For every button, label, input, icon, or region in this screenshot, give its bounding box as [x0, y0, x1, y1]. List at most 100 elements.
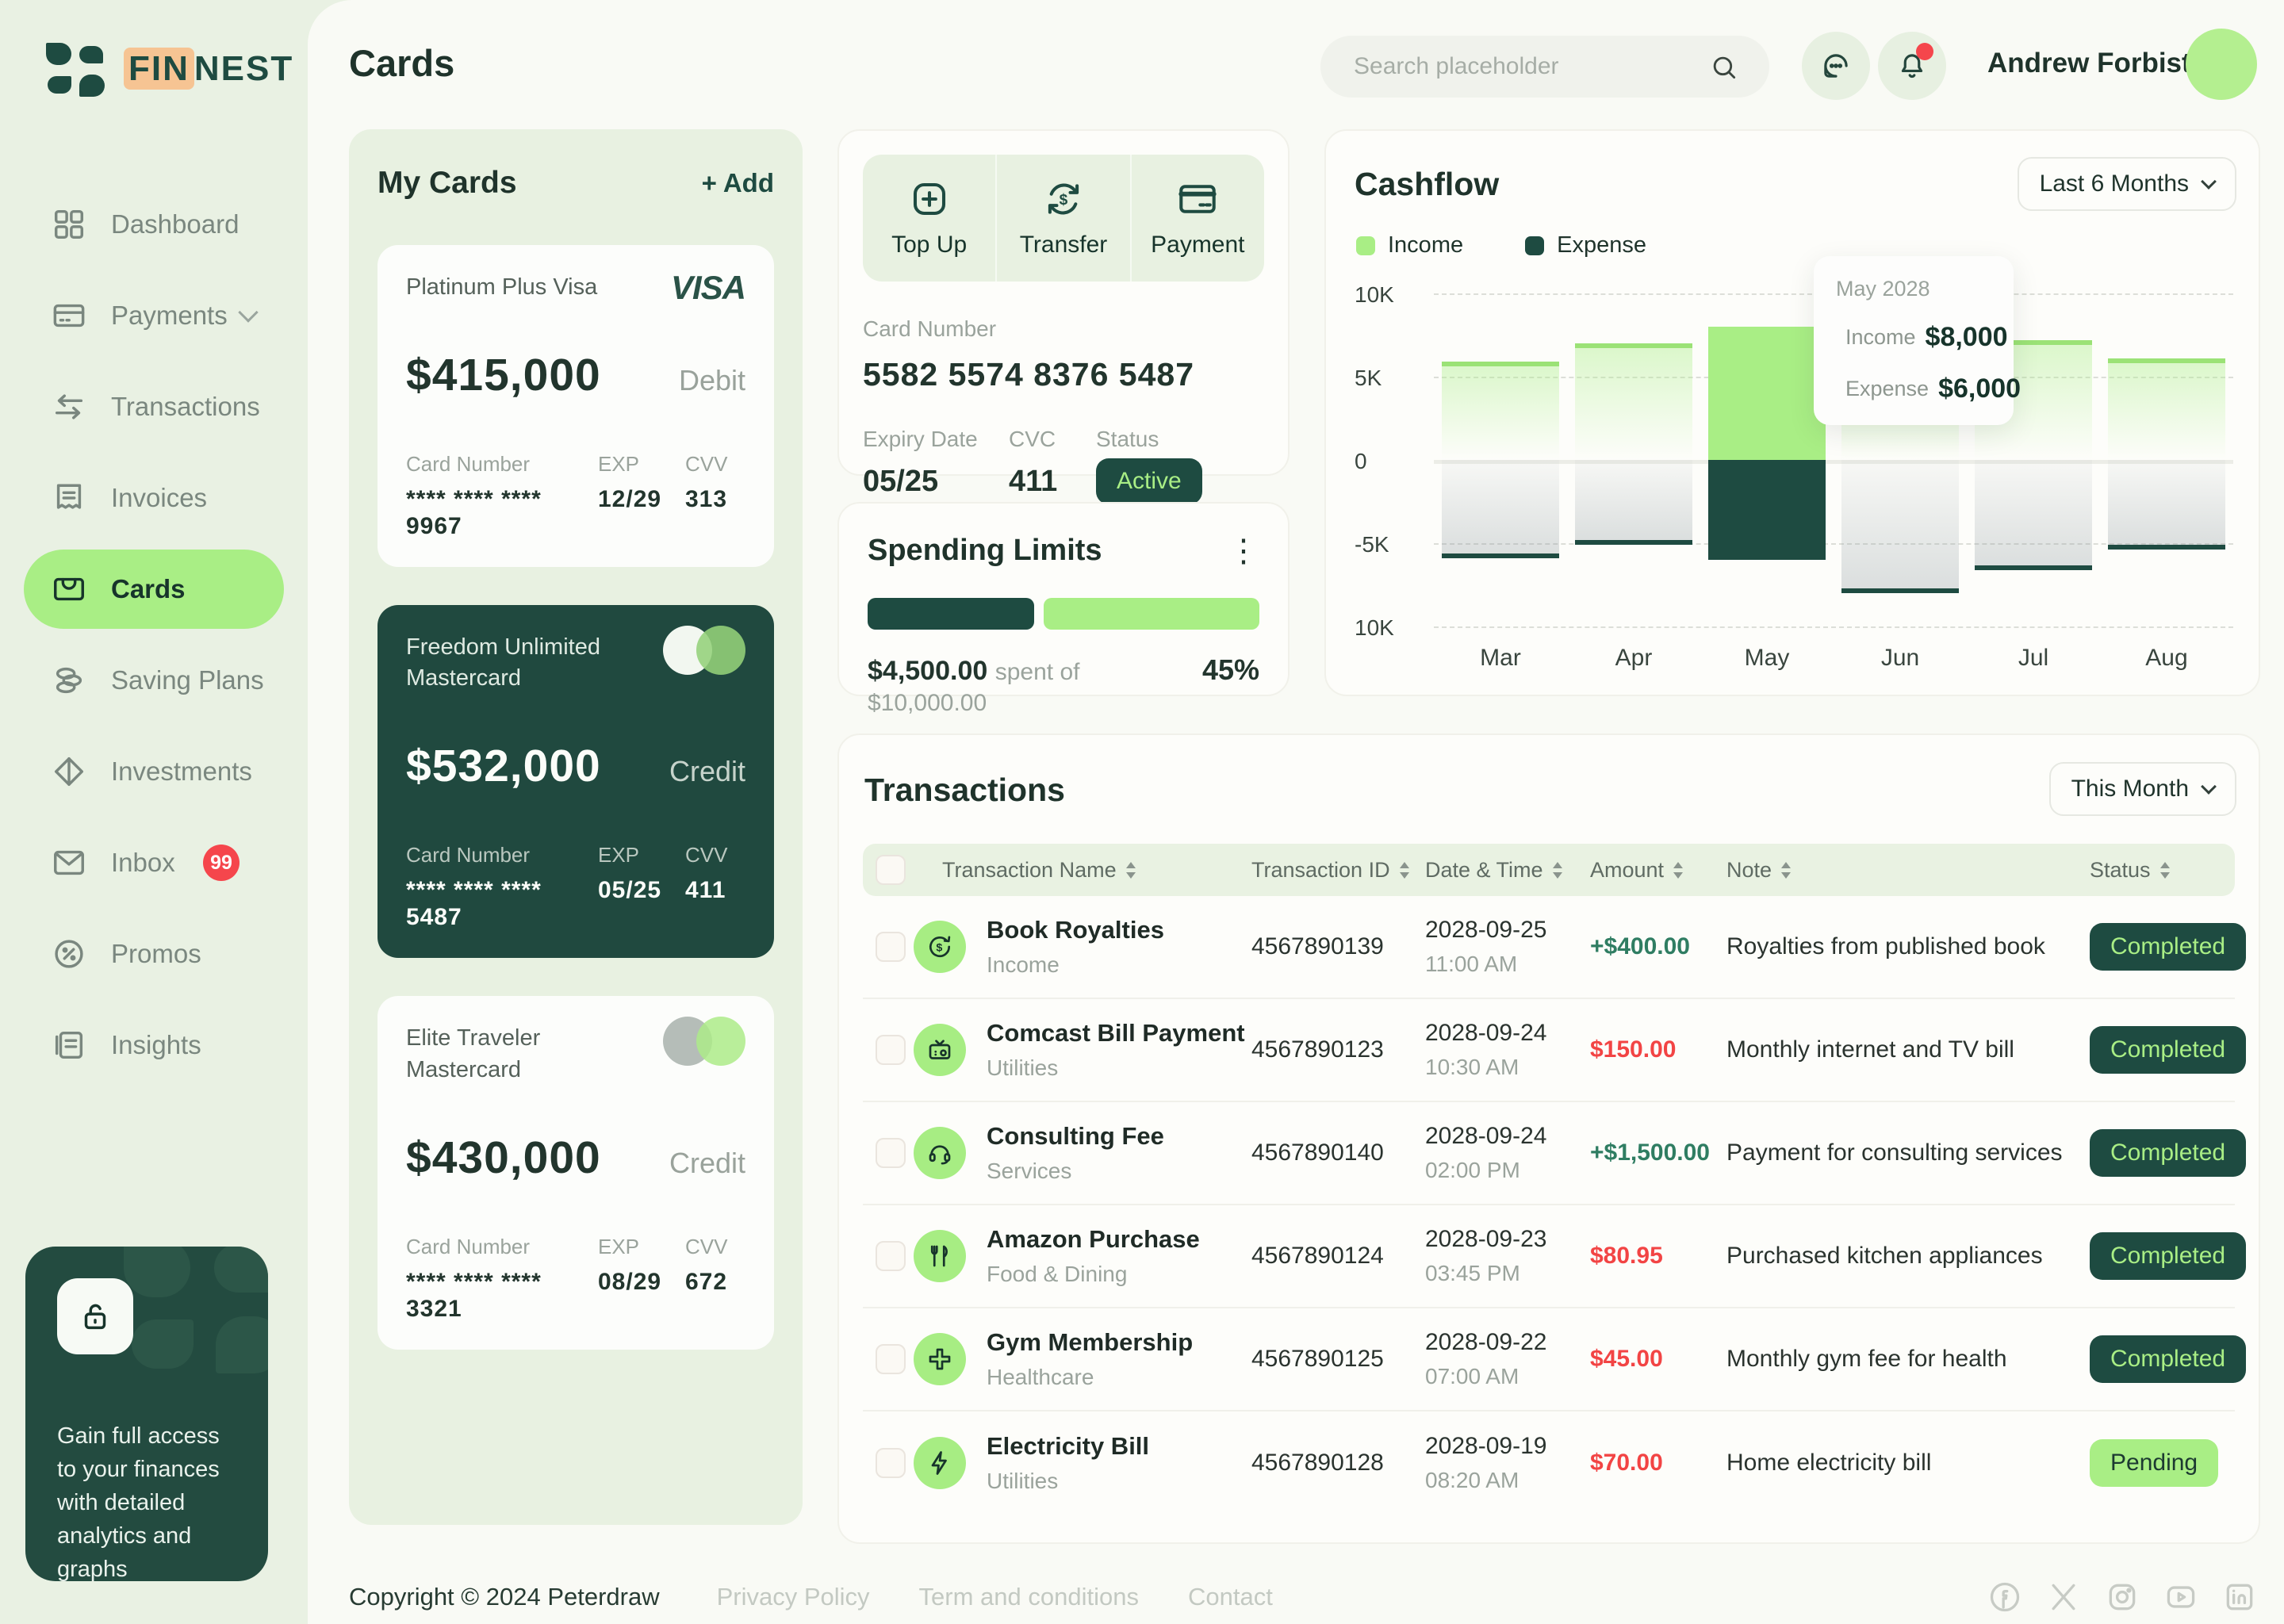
cvv-value: 411: [685, 877, 726, 904]
row-checkbox[interactable]: [876, 1138, 906, 1168]
payment-button[interactable]: Payment: [1129, 155, 1264, 282]
spent-segment: [868, 598, 1034, 630]
inbox-unread-badge: 99: [203, 845, 240, 881]
search-input[interactable]: [1320, 36, 1769, 98]
avatar[interactable]: [2186, 29, 2257, 100]
table-row[interactable]: Comcast Bill Payment Utilities 4567890123…: [863, 999, 2247, 1102]
mastercard-logo: [663, 1017, 745, 1067]
transaction-note: Royalties from published book: [1726, 933, 2045, 959]
sidebar-item-label: Cards: [111, 574, 186, 603]
sort-icon[interactable]: [1673, 861, 1684, 879]
sidebar-item-cards[interactable]: Cards: [24, 550, 284, 629]
card-number: **** **** **** 5487: [406, 877, 542, 931]
column-header[interactable]: Transaction ID: [1251, 857, 1390, 882]
add-card-button[interactable]: + Add: [701, 168, 774, 197]
sort-icon[interactable]: [2159, 861, 2170, 879]
card-balance: $430,000: [406, 1132, 601, 1183]
table-row[interactable]: $ Book Royalties Income 4567890139 2028-0…: [863, 896, 2247, 999]
sort-icon[interactable]: [1781, 861, 1792, 879]
search-icon[interactable]: [1709, 52, 1739, 82]
cashflow-range-value: Last 6 Months: [2039, 170, 2189, 197]
cvv-label: CVV: [685, 452, 728, 477]
action-label: Top Up: [891, 232, 968, 258]
card-platinum-plus-visa[interactable]: Platinum Plus Visa VISA $415,000 Debit C…: [377, 245, 774, 568]
linkedin-icon[interactable]: [2222, 1580, 2257, 1614]
table-row[interactable]: Gym Membership Healthcare 4567890125 2028…: [863, 1308, 2247, 1411]
row-checkbox[interactable]: [876, 1344, 906, 1374]
spent-of-text: spent of $10,000.00: [868, 659, 1080, 716]
transactions-title: Transactions: [864, 772, 1065, 808]
card-name: Freedom Unlimited Mastercard: [406, 634, 600, 691]
card-freedom-unlimited[interactable]: Freedom Unlimited Mastercard $532,000 Cr…: [377, 605, 774, 959]
main-content: Cards Andrew Forbist My Cards + Add Plat…: [308, 0, 2284, 1624]
sidebar-item-transactions[interactable]: Transactions: [24, 367, 284, 446]
chat-button[interactable]: [1802, 32, 1870, 100]
table-row[interactable]: Amazon Purchase Food & Dining 4567890124 …: [863, 1205, 2247, 1308]
user-name[interactable]: Andrew Forbist: [1987, 48, 2191, 79]
youtube-icon[interactable]: [2163, 1580, 2198, 1614]
sidebar-item-investments[interactable]: Investments: [24, 732, 284, 811]
facebook-icon[interactable]: [1987, 1580, 2022, 1614]
card-number-label: Card Number: [863, 316, 997, 341]
row-checkbox[interactable]: [876, 1035, 906, 1065]
row-checkbox[interactable]: [876, 1241, 906, 1271]
card-type: Credit: [669, 1146, 745, 1179]
spending-limits-title: Spending Limits: [868, 534, 1102, 567]
expiry-label: Expiry Date: [863, 427, 978, 451]
kebab-menu-icon[interactable]: ⋮: [1228, 533, 1259, 569]
cashflow-bar-may[interactable]: [1700, 293, 1834, 626]
transaction-amount: $45.00: [1590, 1346, 1663, 1372]
headset-icon: [914, 1127, 966, 1179]
cashflow-tooltip: May 2028 Income $8,000 Expense $6,000: [1814, 256, 2021, 425]
notifications-button[interactable]: [1878, 32, 1946, 100]
cashflow-bar-mar[interactable]: [1434, 293, 1567, 626]
plus-square-icon: [908, 178, 951, 220]
brand-name: FIN NEST: [124, 48, 293, 90]
sort-icon[interactable]: [1399, 861, 1409, 879]
top-up-button[interactable]: Top Up: [863, 155, 995, 282]
column-header[interactable]: Amount: [1590, 857, 1665, 882]
chat-icon: [1819, 49, 1853, 82]
sidebar-item-dashboard[interactable]: Dashboard: [24, 185, 284, 264]
sidebar-item-label: Insights: [111, 1030, 201, 1059]
column-header[interactable]: Date & Time: [1425, 857, 1543, 882]
status-badge: Completed: [2090, 1129, 2247, 1177]
exp-label: EXP: [598, 452, 640, 477]
transfer-button[interactable]: $ Transfer: [995, 155, 1129, 282]
select-all-checkbox[interactable]: [876, 855, 906, 885]
sidebar-item-insights[interactable]: Insights: [24, 1005, 284, 1085]
sidebar-item-invoices[interactable]: Invoices: [24, 458, 284, 538]
contact-link[interactable]: Contact: [1187, 1583, 1273, 1611]
transaction-id: 4567890139: [1251, 933, 1384, 959]
terms-link[interactable]: Term and conditions: [918, 1583, 1139, 1611]
footer: Copyright © 2024 Peterdraw Privacy Polic…: [349, 1580, 2257, 1614]
column-header[interactable]: Status: [2090, 857, 2151, 882]
spending-limits-panel: Spending Limits ⋮ $4,500.00 spent of $10…: [837, 502, 1290, 716]
transactions-range-dropdown[interactable]: This Month: [2048, 762, 2236, 816]
column-header[interactable]: Transaction Name: [942, 857, 1117, 882]
cvc-label: CVC: [1009, 427, 1056, 451]
spending-progress-bar: [868, 598, 1259, 630]
cashflow-range-dropdown[interactable]: Last 6 Months: [2017, 157, 2236, 211]
row-checkbox[interactable]: [876, 1448, 906, 1478]
sort-icon[interactable]: [1552, 861, 1562, 879]
row-checkbox[interactable]: [876, 932, 906, 962]
cashflow-bar-aug[interactable]: [2100, 293, 2233, 626]
privacy-policy-link[interactable]: Privacy Policy: [716, 1583, 870, 1611]
y-tick: 10K: [1355, 615, 1394, 640]
sidebar-item-payments[interactable]: Payments: [24, 276, 284, 355]
card-elite-traveler[interactable]: Elite Traveler Mastercard $430,000 Credi…: [377, 996, 774, 1350]
x-icon[interactable]: [2046, 1580, 2081, 1614]
sidebar-item-saving-plans[interactable]: Saving Plans: [24, 641, 284, 720]
table-row[interactable]: Consulting Fee Services 4567890140 2028-0…: [863, 1102, 2247, 1205]
column-header[interactable]: Note: [1726, 857, 1772, 882]
table-row[interactable]: Electricity Bill Utilities 4567890128 202…: [863, 1411, 2235, 1515]
instagram-icon[interactable]: [2105, 1580, 2140, 1614]
transaction-name: Comcast Bill Payment: [987, 1019, 1245, 1047]
sidebar-item-promos[interactable]: Promos: [24, 914, 284, 994]
status-label: Status: [1096, 427, 1159, 451]
exp-label: EXP: [598, 1234, 640, 1258]
sort-icon[interactable]: [1125, 861, 1136, 879]
sidebar-item-inbox[interactable]: Inbox 99: [24, 823, 284, 902]
cashflow-bar-apr[interactable]: [1567, 293, 1700, 626]
